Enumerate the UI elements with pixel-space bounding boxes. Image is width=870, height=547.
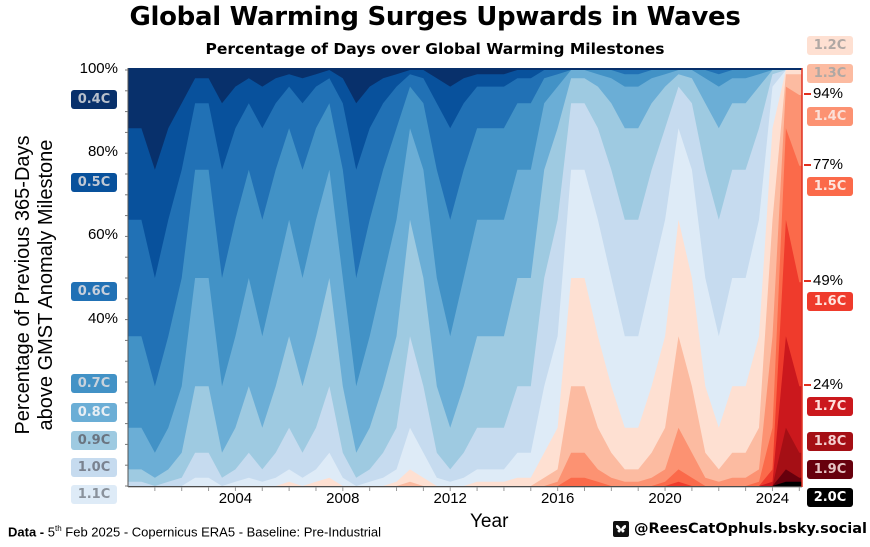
legend-label-0.5C: 0.5C [71,173,117,192]
annotation-value: 24% [813,376,844,394]
right-annotation: 77% [804,156,843,173]
annotation-tick [804,280,811,283]
x-tick-label: 2024 [755,490,790,507]
legend-label-1.3C: 1.3C [807,64,853,83]
annotation-tick [804,384,811,387]
legend-label-0.6C: 0.6C [71,282,117,301]
legend-label-1.2C: 1.2C [807,36,853,55]
chart-subtitle: Percentage of Days over Global Warming M… [205,40,665,58]
x-tick-label: 2020 [648,490,682,507]
x-tick-label: 2008 [326,490,360,507]
data-source-text: Feb 2025 - Copernicus ERA5 - Baseline: P… [61,524,382,540]
area-1.1C [128,70,802,487]
area-1.2C [128,70,802,487]
area-2.0C [128,481,802,487]
annotation-value: 49% [813,272,844,290]
annotation-tick [804,92,811,95]
x-axis-label: Year [470,511,509,532]
annotation-tick [804,163,811,166]
x-tick-label: 2004 [218,490,253,507]
legend-label-1.5C: 1.5C [807,177,853,196]
y-tick-label: 80% [87,143,118,161]
author-handle[interactable]: @ReesCatOphuls.bsky.social [613,521,867,537]
legend-label-1.8C: 1.8C [807,432,853,451]
y-axis-label-line2: above GMST Anomaly Milestone [35,139,57,431]
annotation-value: 77% [813,155,844,173]
right-annotation: 24% [804,376,843,393]
legend-label-0.9C: 0.9C [71,431,117,450]
legend-label-1.1C: 1.1C [71,485,117,504]
y-axis-label: Percentage of Previous 365-Days above GM… [12,85,58,485]
data-day: 5 [47,524,55,540]
data-source-note: Data - 5th Feb 2025 - Copernicus ERA5 - … [8,524,381,539]
x-tick-label: 2012 [433,490,467,507]
author-handle-text[interactable]: @ReesCatOphuls.bsky.social [634,521,867,537]
data-prefix: Data - [8,524,45,540]
x-tick-label: 2016 [540,490,575,507]
right-annotation: 49% [804,272,843,289]
legend-label-2.0C: 2.0C [807,488,853,507]
right-annotation: 94% [804,85,843,102]
bluesky-butterfly-icon [613,521,629,537]
legend-label-0.7C: 0.7C [71,374,117,393]
legend-label-1.6C: 1.6C [807,292,853,311]
legend-label-1.0C: 1.0C [71,458,117,477]
y-axis-label-line1: Percentage of Previous 365-Days [12,135,34,435]
legend-label-1.9C: 1.9C [807,460,853,479]
y-tick-label: 40% [87,309,118,327]
annotation-value: 94% [813,84,844,102]
chart-title: Global Warming Surges Upwards in Waves [129,2,741,32]
y-tick-label: 100% [79,60,118,77]
y-tick-label: 60% [87,226,118,244]
legend-label-0.8C: 0.8C [71,403,117,422]
legend-label-1.4C: 1.4C [807,107,853,126]
data-day-suffix: th [54,524,62,533]
legend-label-0.4C: 0.4C [71,90,117,109]
legend-label-1.7C: 1.7C [807,397,853,416]
